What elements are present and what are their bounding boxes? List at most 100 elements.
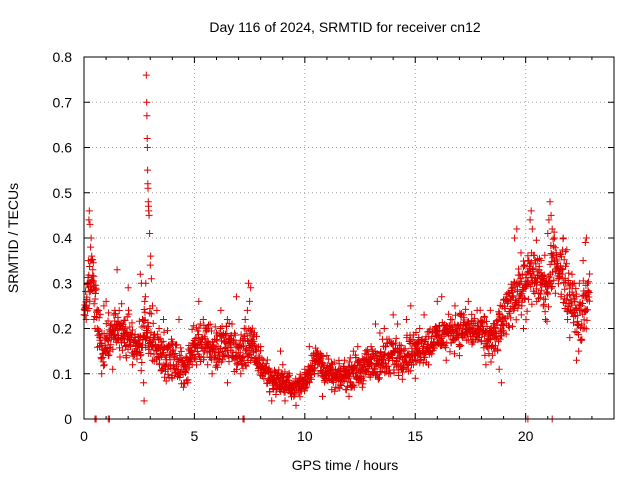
data-point (87, 243, 95, 251)
data-point (570, 319, 577, 327)
data-point (542, 316, 549, 323)
data-point (83, 293, 91, 301)
data-point (425, 361, 432, 369)
data-point (469, 320, 477, 327)
data-point (563, 246, 571, 254)
data-point (516, 281, 524, 289)
data-point (172, 362, 180, 370)
data-point (213, 329, 220, 337)
data-point (575, 331, 582, 339)
data-point (118, 300, 126, 308)
data-point (113, 326, 121, 334)
data-point (142, 71, 150, 79)
data-point (85, 207, 93, 215)
data-point (212, 336, 220, 343)
y-tick-label: 0.4 (53, 230, 73, 246)
y-tick-label: 0.6 (53, 140, 73, 156)
data-point (109, 365, 117, 373)
data-point (250, 337, 258, 345)
data-point (559, 234, 567, 242)
data-point (95, 314, 103, 322)
data-point (541, 308, 549, 316)
data-point (524, 257, 532, 265)
data-point (580, 316, 588, 324)
data-point (153, 306, 161, 314)
data-point (121, 324, 129, 332)
data-point (146, 230, 154, 237)
data-point (522, 316, 530, 324)
data-point (367, 343, 375, 351)
data-point (156, 354, 164, 361)
data-point (240, 356, 248, 364)
data-point (560, 256, 568, 264)
data-point (430, 344, 438, 352)
data-point (323, 352, 331, 360)
data-point (512, 316, 520, 324)
data-point (164, 327, 171, 335)
data-point (537, 290, 545, 298)
data-point (518, 270, 526, 278)
data-point (263, 356, 271, 364)
data-point (110, 311, 118, 319)
data-point (541, 251, 549, 259)
x-tick-label: 5 (191, 428, 199, 444)
y-tick-label: 0.5 (53, 185, 73, 201)
data-point (86, 297, 94, 305)
data-point (412, 329, 420, 336)
data-point (561, 285, 569, 293)
data-point (452, 311, 459, 319)
data-point (325, 355, 333, 363)
data-point (155, 325, 163, 332)
data-point (191, 335, 199, 342)
data-point (160, 361, 168, 369)
data-point (374, 375, 382, 383)
data-point (557, 293, 565, 301)
data-point (335, 360, 343, 368)
data-point (292, 401, 300, 409)
data-point (547, 211, 555, 219)
data-point (540, 271, 548, 279)
data-point (540, 275, 547, 282)
data-point (115, 320, 123, 328)
data-point (203, 324, 211, 332)
data-point (266, 388, 273, 396)
data-point (233, 366, 241, 374)
data-point (195, 297, 203, 305)
data-point (565, 269, 573, 277)
data-point (384, 362, 392, 370)
data-point (420, 311, 428, 319)
data-point (486, 306, 494, 314)
y-tick-label: 0.7 (53, 94, 73, 110)
data-point (349, 347, 357, 355)
data-point (194, 327, 202, 335)
data-point (220, 338, 228, 345)
data-point (553, 252, 561, 260)
data-point (439, 338, 446, 346)
data-point (100, 362, 108, 370)
data-point (231, 329, 238, 337)
data-point (527, 283, 535, 291)
data-point (573, 356, 580, 364)
data-point (407, 367, 415, 375)
data-point (247, 284, 255, 292)
data-point (515, 279, 523, 287)
data-point (533, 297, 541, 305)
data-point (354, 343, 362, 351)
data-point (380, 325, 388, 332)
data-point (96, 310, 104, 318)
data-point (133, 355, 141, 363)
data-point (569, 291, 577, 299)
data-point (196, 320, 204, 328)
tick-labels: 0 5 10 15 20 0 0.1 0.2 0.3 0.4 0.5 0.6 0.7 0.8 (53, 49, 534, 444)
data-point (149, 302, 156, 310)
data-point (376, 374, 383, 382)
data-point (136, 270, 144, 278)
data-point (252, 361, 260, 369)
data-point (133, 347, 141, 355)
data-point (214, 355, 222, 362)
data-point (147, 350, 155, 357)
data-point (93, 325, 101, 332)
data-point (407, 302, 415, 310)
data-point (366, 373, 374, 381)
data-point (89, 256, 96, 264)
